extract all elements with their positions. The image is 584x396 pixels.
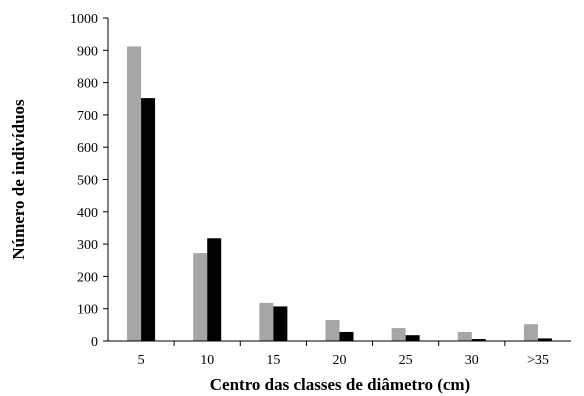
x-axis-ticks: 5 10 15 20 25 30 >35: [138, 341, 549, 368]
y-tick-label: 1000: [70, 12, 98, 27]
y-axis-ticks: 0 100 200 300 400 500 600 700 800 900 1000: [70, 12, 108, 350]
bar-series2-20: [339, 331, 354, 341]
x-tick-label: 25: [399, 353, 413, 368]
x-tick-label: >35: [527, 353, 549, 368]
x-tick-label: 15: [266, 353, 280, 368]
x-tick-label: 30: [465, 353, 479, 368]
bar-series1-25: [391, 328, 406, 341]
bar-series1->35: [523, 324, 538, 341]
x-tick-label: 5: [138, 353, 145, 368]
bar-series2-30: [471, 339, 486, 341]
bar-series2-25: [405, 335, 420, 341]
bar-series1-20: [325, 320, 340, 341]
x-tick-label: 20: [333, 353, 347, 368]
bar-series1-30: [457, 331, 472, 341]
y-tick-label: 900: [77, 44, 98, 59]
y-axis-title: Número de indivíduos: [9, 99, 28, 260]
bar-series1-15: [259, 302, 274, 341]
y-tick-label: 600: [77, 141, 98, 156]
y-tick-label: 500: [77, 174, 98, 189]
y-tick-label: 400: [77, 206, 98, 221]
bar-series2-5: [141, 98, 156, 341]
bar-series2-10: [207, 238, 222, 341]
x-axis-title: Centro das classes de diâmetro (cm): [210, 375, 470, 394]
y-tick-label: 700: [77, 109, 98, 124]
y-tick-label: 0: [91, 335, 98, 350]
x-tick-label: 10: [200, 353, 214, 368]
bar-series2->35: [537, 338, 552, 341]
bar-series1-10: [193, 253, 208, 341]
y-tick-label: 200: [77, 270, 98, 285]
y-tick-label: 300: [77, 238, 98, 253]
bar-series2-15: [273, 306, 288, 341]
bar-series1-5: [127, 46, 142, 341]
bars: [127, 46, 552, 341]
y-tick-label: 800: [77, 77, 98, 92]
y-tick-label: 100: [77, 303, 98, 318]
